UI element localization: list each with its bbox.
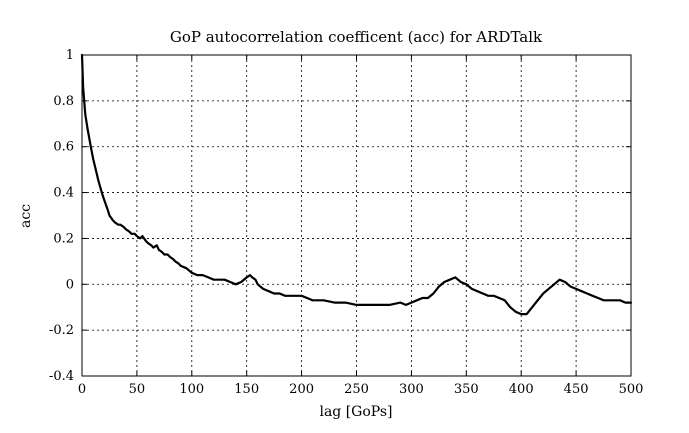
series-line-acc (80, 53, 633, 316)
x-tick-label: 100 (179, 382, 204, 397)
x-axis-ticks: 0 50 100 150 200 250 300 350 400 450 500 (78, 55, 644, 397)
grid-lines (82, 55, 631, 376)
x-tick-label: 150 (234, 382, 259, 397)
x-tick-label: 400 (509, 382, 534, 397)
y-tick-label: 0.4 (53, 186, 74, 201)
x-tick-label: 200 (289, 382, 314, 397)
x-tick-label: 450 (564, 382, 589, 397)
x-tick-label: 350 (454, 382, 479, 397)
y-axis-ticks: -0.4 -0.2 0 0.2 0.4 0.6 0.8 1 (49, 48, 631, 384)
x-axis-label: lag [GoPs] (319, 404, 392, 420)
x-tick-label: 0 (78, 382, 86, 397)
chart-title: GoP autocorrelation coefficent (acc) for… (170, 28, 543, 46)
x-tick-label: 50 (129, 382, 146, 397)
x-tick-label: 250 (344, 382, 369, 397)
x-tick-label: 300 (399, 382, 424, 397)
y-tick-label: -0.2 (49, 323, 74, 338)
y-tick-label: 1 (66, 48, 74, 63)
y-tick-label: 0.2 (53, 231, 74, 246)
y-tick-label: 0.8 (53, 94, 74, 109)
y-tick-label: 0.6 (53, 140, 74, 155)
y-tick-label: -0.4 (49, 369, 74, 384)
y-tick-label: 0 (66, 277, 74, 292)
y-axis-label: acc (18, 204, 34, 228)
x-tick-label: 500 (619, 382, 644, 397)
